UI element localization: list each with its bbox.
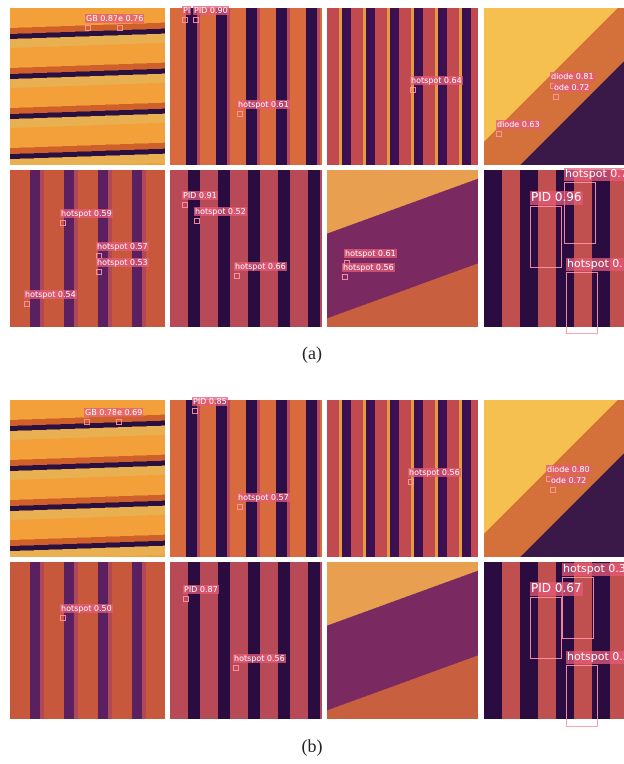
detection-box (85, 25, 91, 31)
detection-label: diode 0.63 (496, 120, 541, 129)
detection-box (182, 202, 188, 208)
detection-box (183, 596, 189, 602)
detection-label: hotspot 0. (566, 258, 624, 271)
detection-box (194, 218, 200, 224)
detection-box (553, 94, 559, 100)
detection-label: hotspot 0.57 (96, 242, 149, 251)
detection-label: e 0.69 (116, 408, 143, 417)
detection-label: hotspot 0.61 (237, 100, 290, 109)
detection-label: PID 0.90 (193, 6, 229, 15)
detection-box (182, 17, 188, 23)
detection-box (408, 479, 414, 485)
detection-box (60, 220, 66, 226)
detection-box (237, 504, 243, 510)
detection-label: PID 0.85 (192, 397, 228, 406)
detection-label: diode 0.80 (546, 465, 591, 474)
detection-label: hotspot 0.52 (194, 207, 247, 216)
detection-label: PID 0.96 (530, 191, 583, 205)
thermal-image (170, 400, 322, 557)
detection-box (84, 419, 90, 425)
detection-label: hotspot 0.50 (60, 604, 113, 613)
detection-box (530, 206, 562, 268)
detection-box (60, 615, 66, 621)
detection-label: PID 0.67 (530, 582, 583, 596)
detection-box (566, 272, 598, 334)
detection-box (496, 131, 502, 137)
detection-label: hotspot 0.56 (342, 263, 395, 272)
detection-label: hotspot 0.3 (562, 563, 624, 576)
detection-label: PID 0.91 (182, 191, 218, 200)
detection-box (566, 665, 598, 727)
detection-label: ode 0.72 (553, 83, 590, 92)
thermal-image (327, 400, 478, 557)
detection-label: hotspot 0.56 (408, 468, 461, 477)
detection-box (342, 274, 348, 280)
detection-label: hotspot 0.66 (234, 262, 287, 271)
detection-box (117, 25, 123, 31)
detection-label: hotspot 0.59 (60, 209, 113, 218)
detection-box (96, 269, 102, 275)
detection-label: e 0.76 (117, 14, 144, 23)
detection-label: GB 0.78 (84, 408, 118, 417)
thermal-image (10, 8, 165, 165)
detection-label: hotspot 0.53 (96, 258, 149, 267)
detection-box (234, 273, 240, 279)
detection-box (237, 111, 243, 117)
figure: (a) GB 0.87e 0.76 PIPID 0.90 hotspot 0.61 ho… (0, 0, 624, 764)
detection-box (193, 17, 199, 23)
detection-box (192, 408, 198, 414)
detection-label: ode 0.72 (550, 476, 587, 485)
thermal-image (10, 562, 165, 719)
detection-box (410, 87, 416, 93)
detection-box (233, 665, 239, 671)
detection-label: hotspot 0.7 (564, 168, 624, 181)
detection-label: GB 0.87 (85, 14, 119, 23)
thermal-image (170, 8, 322, 165)
detection-box (550, 487, 556, 493)
detection-label: PID 0.87 (183, 585, 219, 594)
detection-label: hotspot 0.56 (233, 654, 286, 663)
detection-box (530, 597, 562, 659)
caption: (a) (0, 343, 624, 364)
thermal-image (327, 8, 478, 165)
detection-label: hotspot 0.5 (566, 651, 624, 664)
detection-box (116, 419, 122, 425)
detection-label: hotspot 0.64 (410, 76, 463, 85)
detection-label: hotspot 0.54 (24, 290, 77, 299)
thermal-image (327, 562, 478, 719)
caption: (b) (0, 736, 624, 757)
detection-label: diode 0.81 (550, 72, 595, 81)
detection-label: PI (182, 6, 191, 15)
detection-label: hotspot 0.57 (237, 493, 290, 502)
detection-box (24, 301, 30, 307)
detection-label: hotspot 0.61 (344, 249, 397, 258)
